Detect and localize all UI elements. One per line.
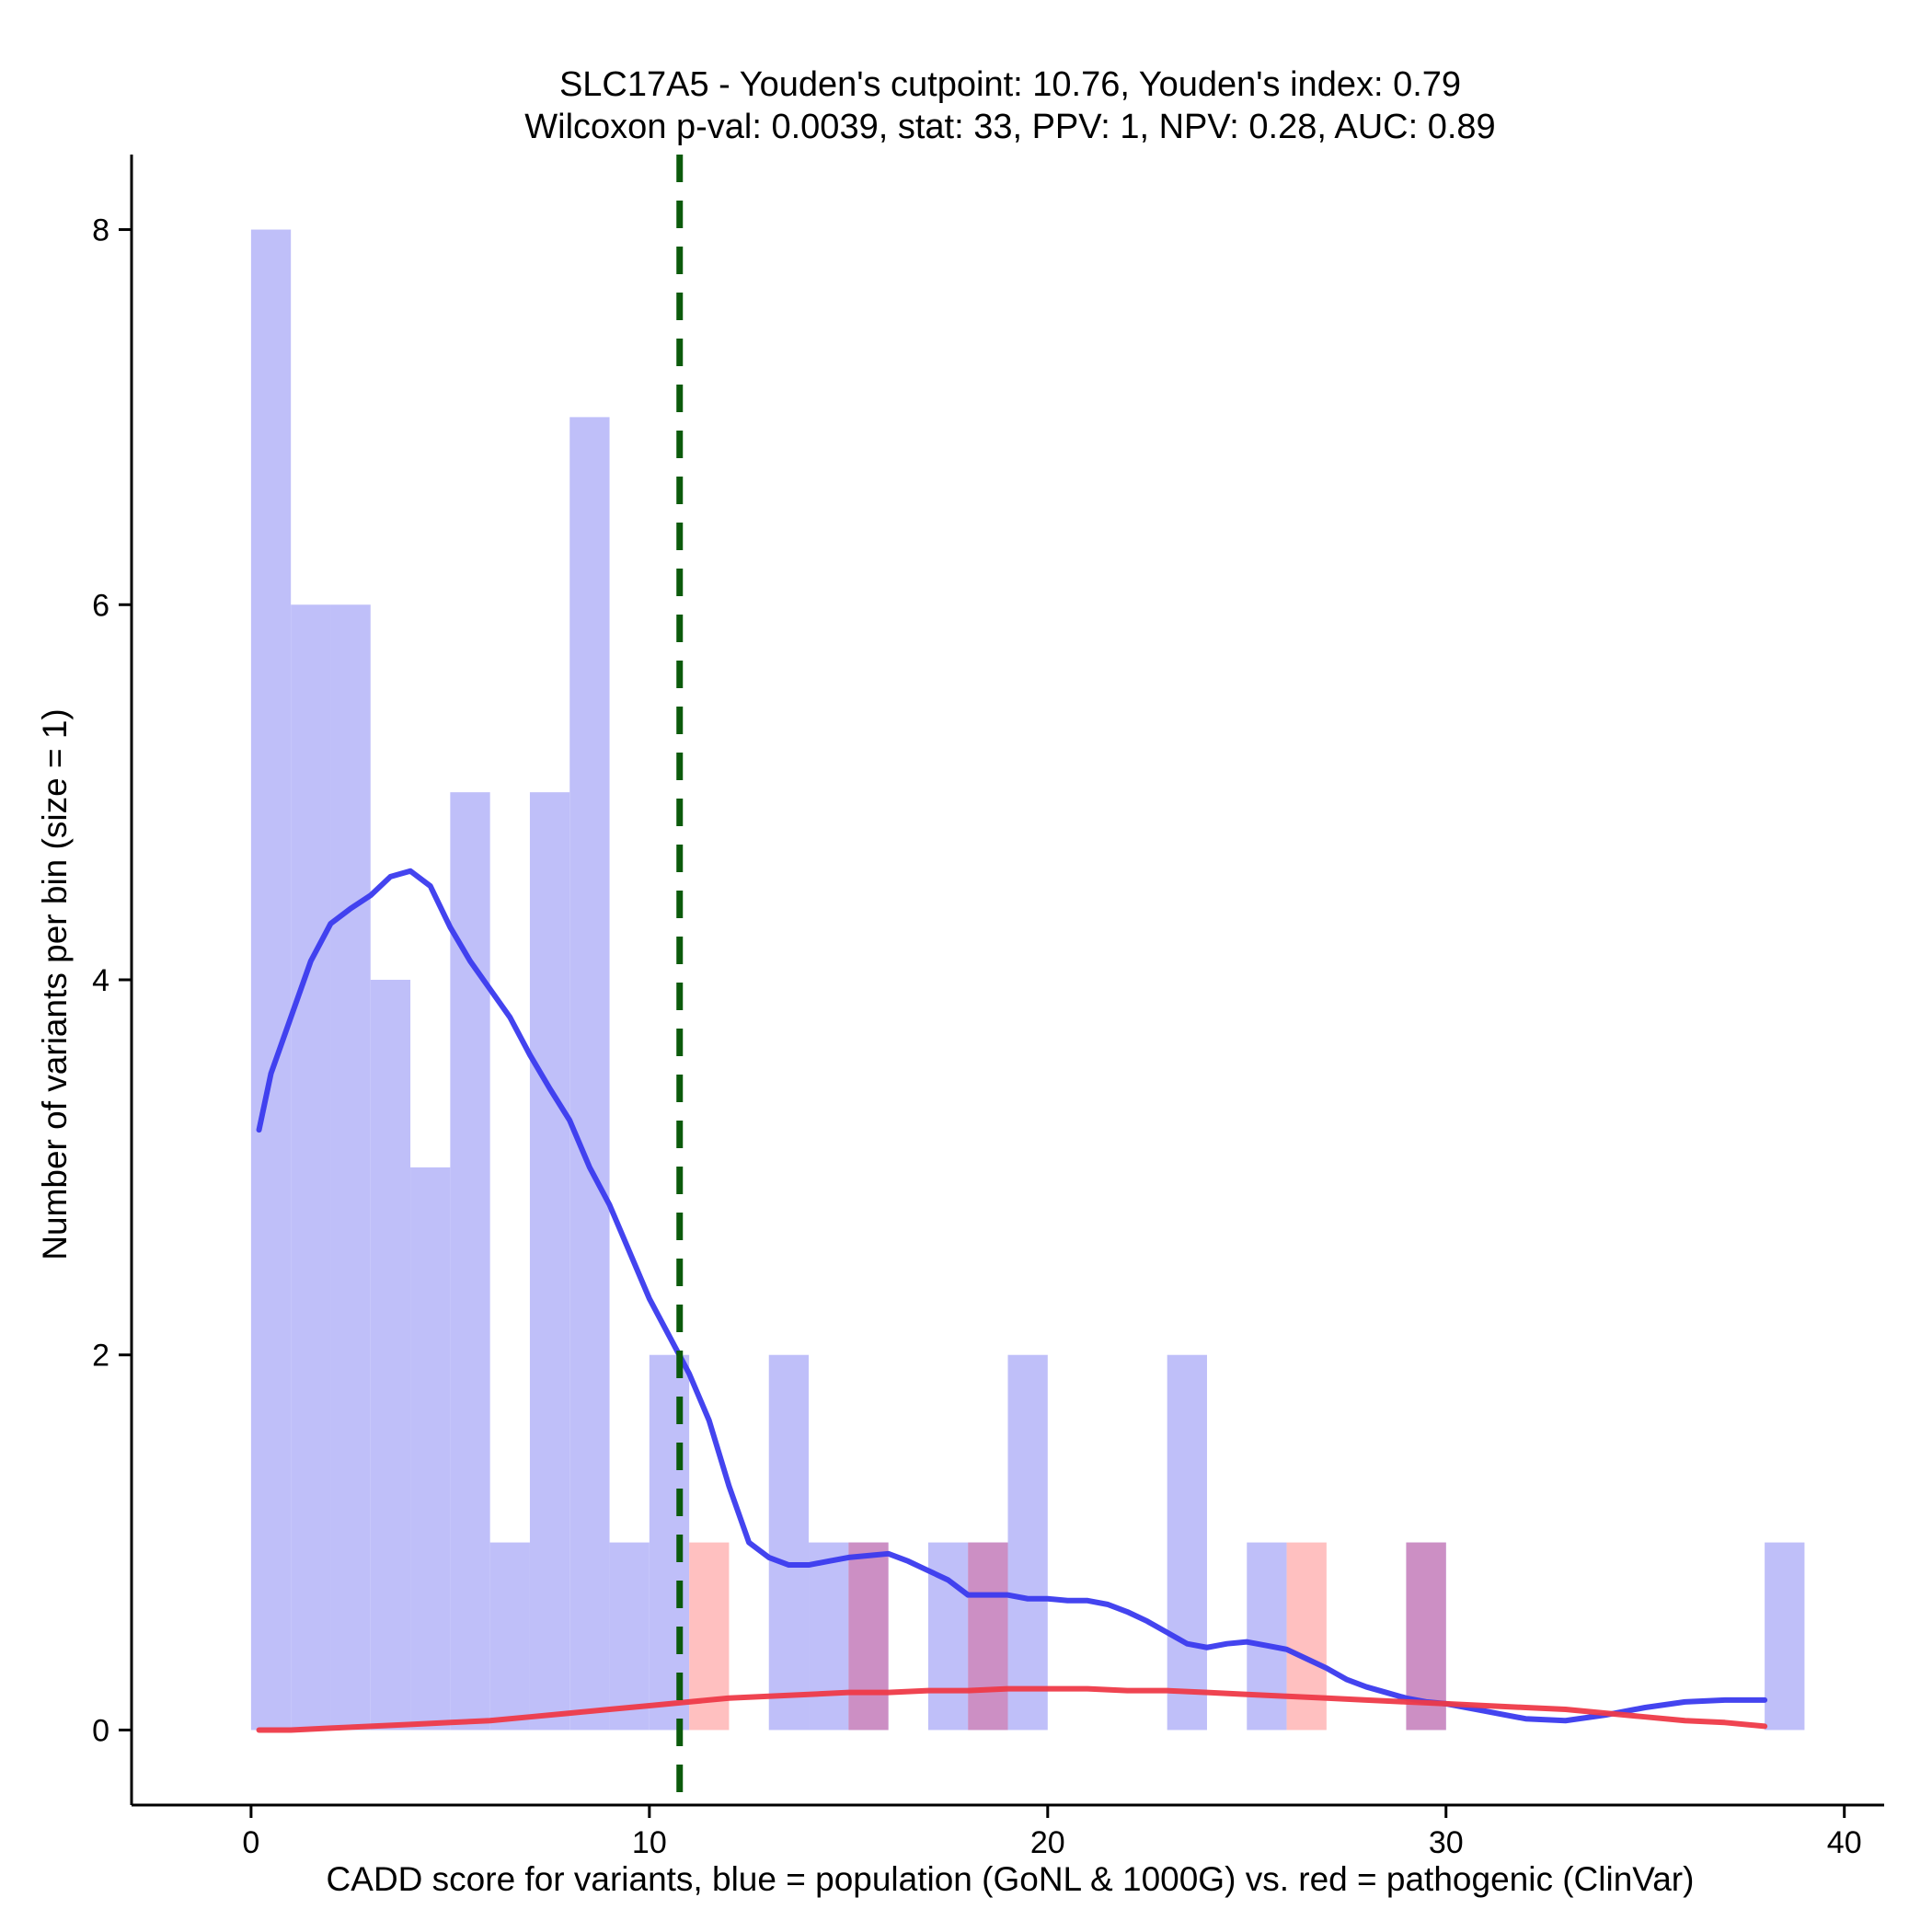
population-density-line [256,868,1768,1724]
population-bar-0 [250,229,292,1731]
y-tick-label-0: 0 [92,1713,109,1748]
chart-title-line-2: Wilcoxon p-val: 0.0039, stat: 33, PPV: 1… [524,108,1495,146]
population-bar-10 [649,1354,690,1731]
overlap-bar-18 [968,1542,1008,1731]
population-bar-38 [1765,1542,1805,1731]
population-bar-7 [529,792,570,1731]
y-tick-label-2: 2 [92,1339,109,1374]
y-axis-label: Number of variants per bin (size = 1) [36,708,74,1259]
population-bar-8 [569,417,610,1731]
chart-title-line-1: SLC17A5 - Youden's cutpoint: 10.76, Youd… [559,65,1461,104]
x-tick-label-10: 10 [632,1825,667,1860]
overlap-bar-15 [848,1542,889,1731]
population-bar-14 [809,1542,849,1731]
axes: 0 10 20 30 40 0 2 4 6 8 [92,155,1884,1860]
population-bars [250,229,1805,1731]
y-tick-label-8: 8 [92,213,109,248]
population-bar-4 [410,1167,451,1731]
population-bar-1 [291,604,331,1731]
population-bar-2 [330,604,371,1731]
x-tick-label-0: 0 [242,1825,259,1860]
population-bar-19 [1007,1354,1048,1731]
population-bar-5 [450,792,490,1731]
x-axis-label: CADD score for variants, blue = populati… [327,1860,1695,1898]
population-bar-9 [609,1542,650,1731]
x-tick-label-40: 40 [1827,1825,1862,1860]
population-bar-6 [489,1542,530,1731]
density-lines [256,868,1768,1733]
population-bar-13 [768,1354,810,1731]
pathogenic-bar-26 [1286,1542,1327,1731]
pathogenic-density-line [256,1685,1768,1733]
population-bar-23 [1167,1354,1207,1731]
y-tick-label-6: 6 [92,588,109,623]
x-tick-label-30: 30 [1429,1825,1464,1860]
population-bar-3 [370,980,411,1731]
population-bar-25 [1247,1542,1287,1731]
x-tick-label-20: 20 [1030,1825,1065,1860]
y-tick-label-4: 4 [92,963,109,998]
